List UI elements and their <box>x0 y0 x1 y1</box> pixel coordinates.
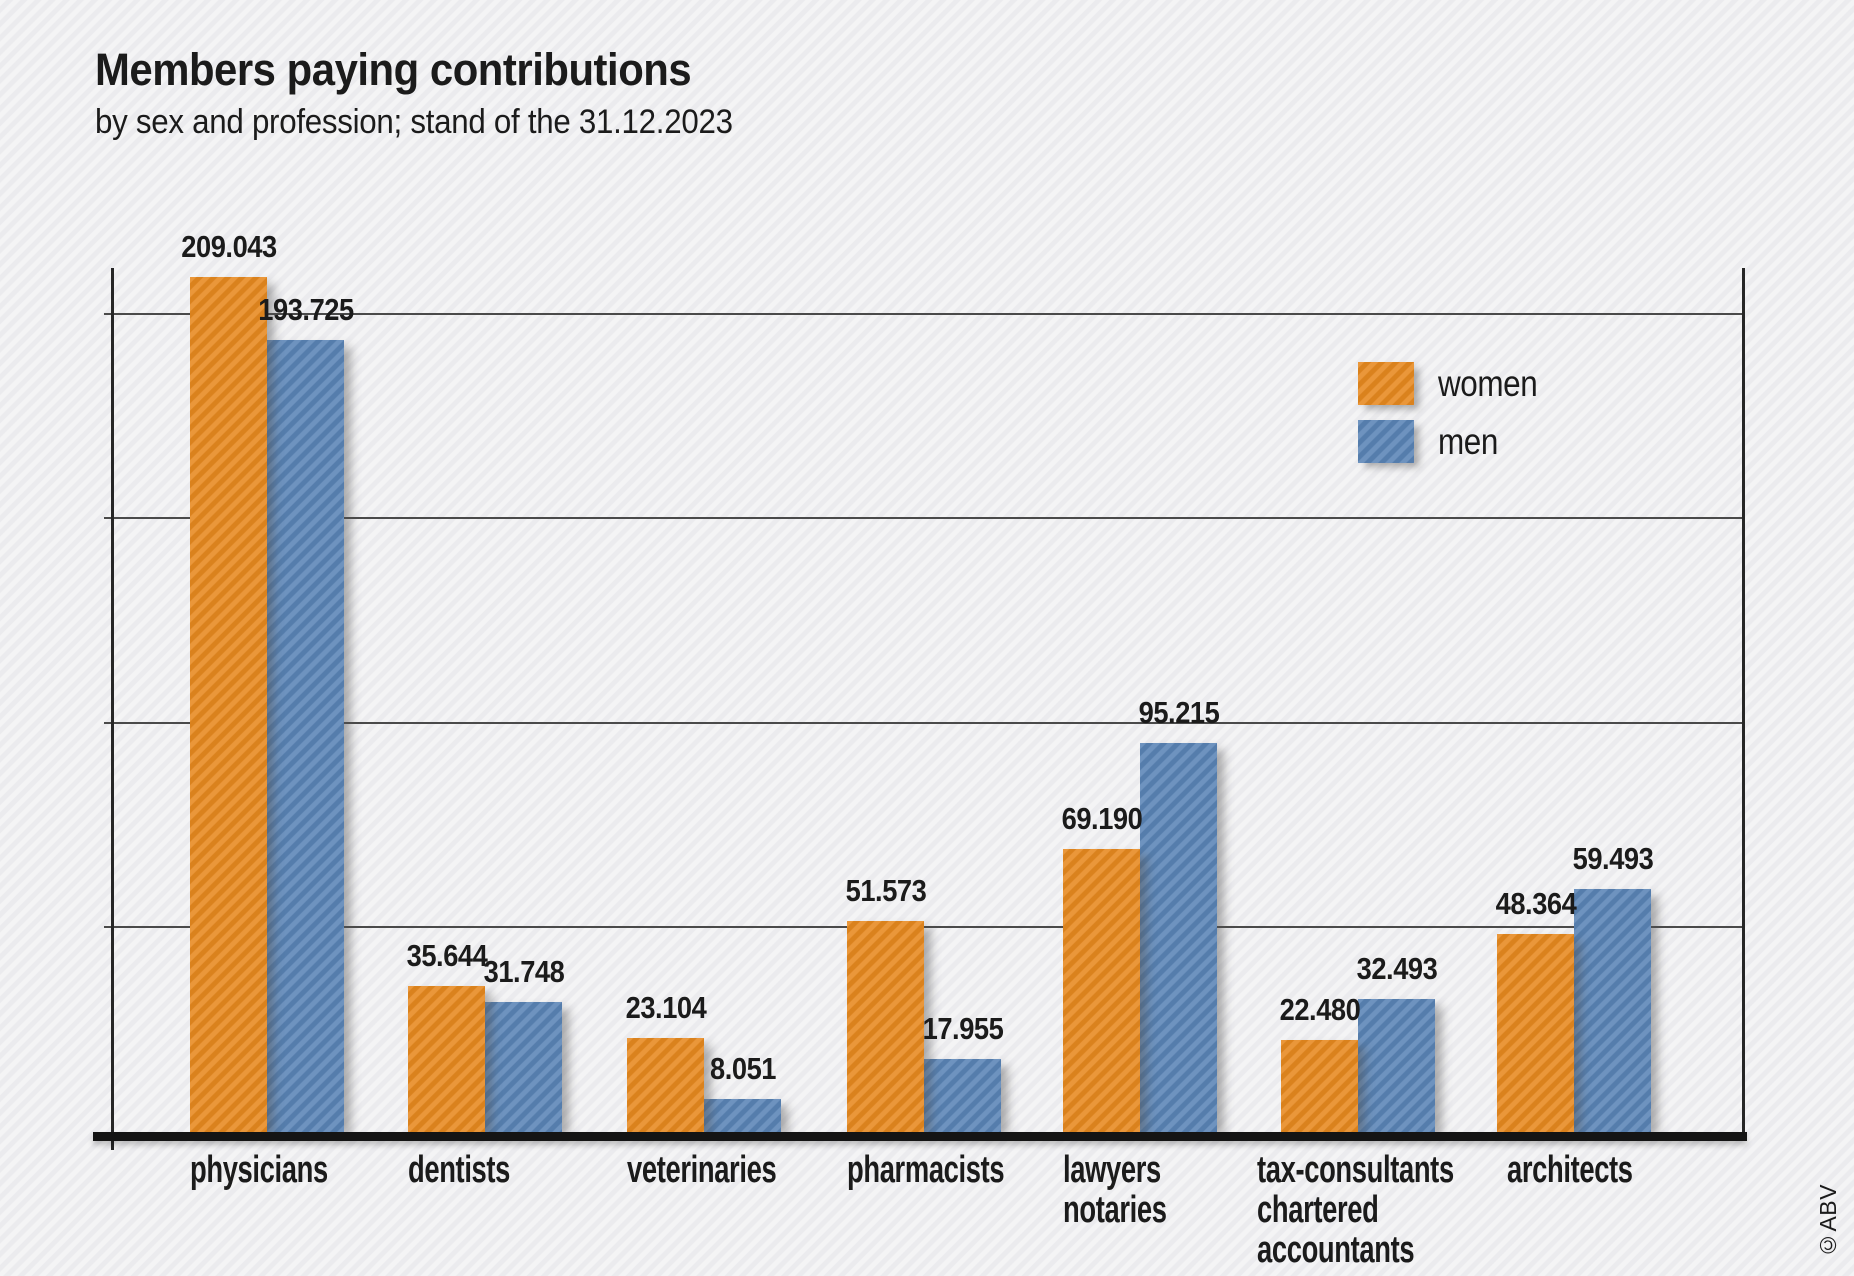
category-label-line: physicians <box>190 1149 328 1191</box>
gridline-200000 <box>104 312 1744 315</box>
legend-label-women: women <box>1438 362 1538 404</box>
category-label-line: notaries <box>1063 1189 1167 1231</box>
bar-women-dentists <box>408 986 485 1132</box>
page-title: Members paying contributions <box>95 44 692 95</box>
category-label-line: veterinaries <box>627 1149 777 1191</box>
category-label-line: lawyers <box>1063 1149 1161 1191</box>
bar-men-architects <box>1574 888 1651 1132</box>
legend-item-men: men <box>1358 420 1555 463</box>
category-label-pharmacists: pharmacists <box>847 1149 1005 1191</box>
bar-women-architects <box>1497 934 1574 1132</box>
bar-men-tax-consultants-chartered-accountants <box>1358 999 1435 1132</box>
gridline-100000 <box>104 721 1744 724</box>
legend: women men <box>1358 362 1555 478</box>
value-label-men-veterinaries: 8.051 <box>709 1051 776 1087</box>
value-label-men-architects: 59.493 <box>1572 840 1653 876</box>
gridline-50000 <box>104 926 1744 929</box>
category-label-veterinaries: veterinaries <box>627 1149 777 1191</box>
credit-abv: ©ABV <box>1815 1183 1841 1258</box>
category-label-line: architects <box>1507 1149 1633 1191</box>
value-label-men-physicians: 193.725 <box>257 291 354 327</box>
value-label-women-tax-consultants-chartered-accountants: 22.480 <box>1279 992 1360 1028</box>
value-label-women-physicians: 209.043 <box>180 229 277 264</box>
y-axis-left <box>111 268 114 1150</box>
value-label-women-pharmacists: 51.573 <box>845 873 926 909</box>
value-label-women-architects: 48.364 <box>1495 886 1576 922</box>
value-label-men-pharmacists: 17.955 <box>922 1010 1003 1046</box>
bar-men-physicians <box>267 339 344 1132</box>
value-label-women-lawyers-notaries: 69.190 <box>1061 801 1142 836</box>
bar-women-tax-consultants-chartered-accountants <box>1281 1040 1358 1132</box>
y-axis-right <box>1742 268 1745 1132</box>
bar-women-pharmacists <box>847 921 924 1132</box>
category-label-tax-consultants-chartered-accountants: tax-consultants chartered accountants <box>1257 1150 1454 1270</box>
category-label-physicians: physicians <box>190 1150 328 1190</box>
category-label-line: dentists <box>408 1149 511 1191</box>
value-label-women-dentists: 35.644 <box>406 938 487 974</box>
bar-men-dentists <box>485 1002 562 1132</box>
value-label-men-lawyers-notaries: 95.215 <box>1138 694 1219 730</box>
bar-women-physicians <box>190 277 267 1132</box>
category-label-architects: architects <box>1507 1150 1633 1190</box>
bar-men-pharmacists <box>924 1058 1001 1132</box>
value-label-women-veterinaries: 23.104 <box>625 989 706 1025</box>
bar-men-veterinaries <box>704 1099 781 1132</box>
gridline-150000 <box>104 517 1744 520</box>
value-label-men-dentists: 31.748 <box>483 954 564 990</box>
x-axis-baseline <box>93 1132 1747 1141</box>
category-label-line: accountants <box>1257 1229 1415 1271</box>
bar-men-lawyers-notaries <box>1140 742 1217 1132</box>
category-label-line: tax-consultants <box>1257 1149 1454 1191</box>
bar-women-veterinaries <box>627 1037 704 1132</box>
bar-women-lawyers-notaries <box>1063 849 1140 1132</box>
legend-swatch-women <box>1358 362 1414 405</box>
category-label-line: pharmacists <box>847 1149 1005 1191</box>
legend-item-women: women <box>1358 362 1555 405</box>
page-subtitle: by sex and profession; stand of the 31.1… <box>95 103 733 141</box>
legend-label-men: men <box>1438 420 1498 462</box>
category-label-line: chartered <box>1257 1189 1379 1231</box>
value-label-men-tax-consultants-chartered-accountants: 32.493 <box>1356 951 1437 987</box>
category-label-lawyers-notaries: lawyers notaries <box>1063 1150 1167 1230</box>
legend-swatch-men <box>1358 420 1414 463</box>
category-label-dentists: dentists <box>408 1150 510 1190</box>
